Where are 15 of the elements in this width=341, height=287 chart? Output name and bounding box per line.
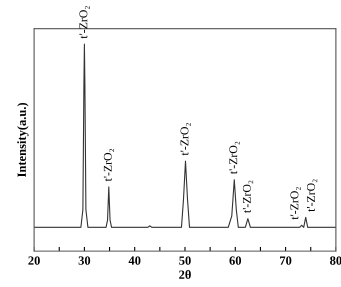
annotation: t'-ZrO₂ xyxy=(242,180,254,213)
annotation: t'-ZrO₂ xyxy=(290,187,301,220)
x-axis-title: 2θ xyxy=(179,270,191,279)
y-axis-title: Intensity(a.u.) xyxy=(17,102,29,177)
x-tick-label: 50 xyxy=(179,256,191,265)
x-tick-label: 40 xyxy=(128,256,140,265)
x-tick-label: 30 xyxy=(78,256,90,265)
annotation: t'-ZrO₂ xyxy=(104,148,114,182)
x-tick-label: 60 xyxy=(229,256,242,265)
x-tick-label: 70 xyxy=(280,256,292,265)
annotation: t'-ZrO₂ xyxy=(79,6,90,39)
annotation: t'-ZrO₂ xyxy=(180,123,191,156)
annotation: t'-ZrO₂ xyxy=(306,179,318,212)
annotation: t'-ZrO₂ xyxy=(229,142,240,174)
x-tick-label: 20 xyxy=(28,256,40,265)
